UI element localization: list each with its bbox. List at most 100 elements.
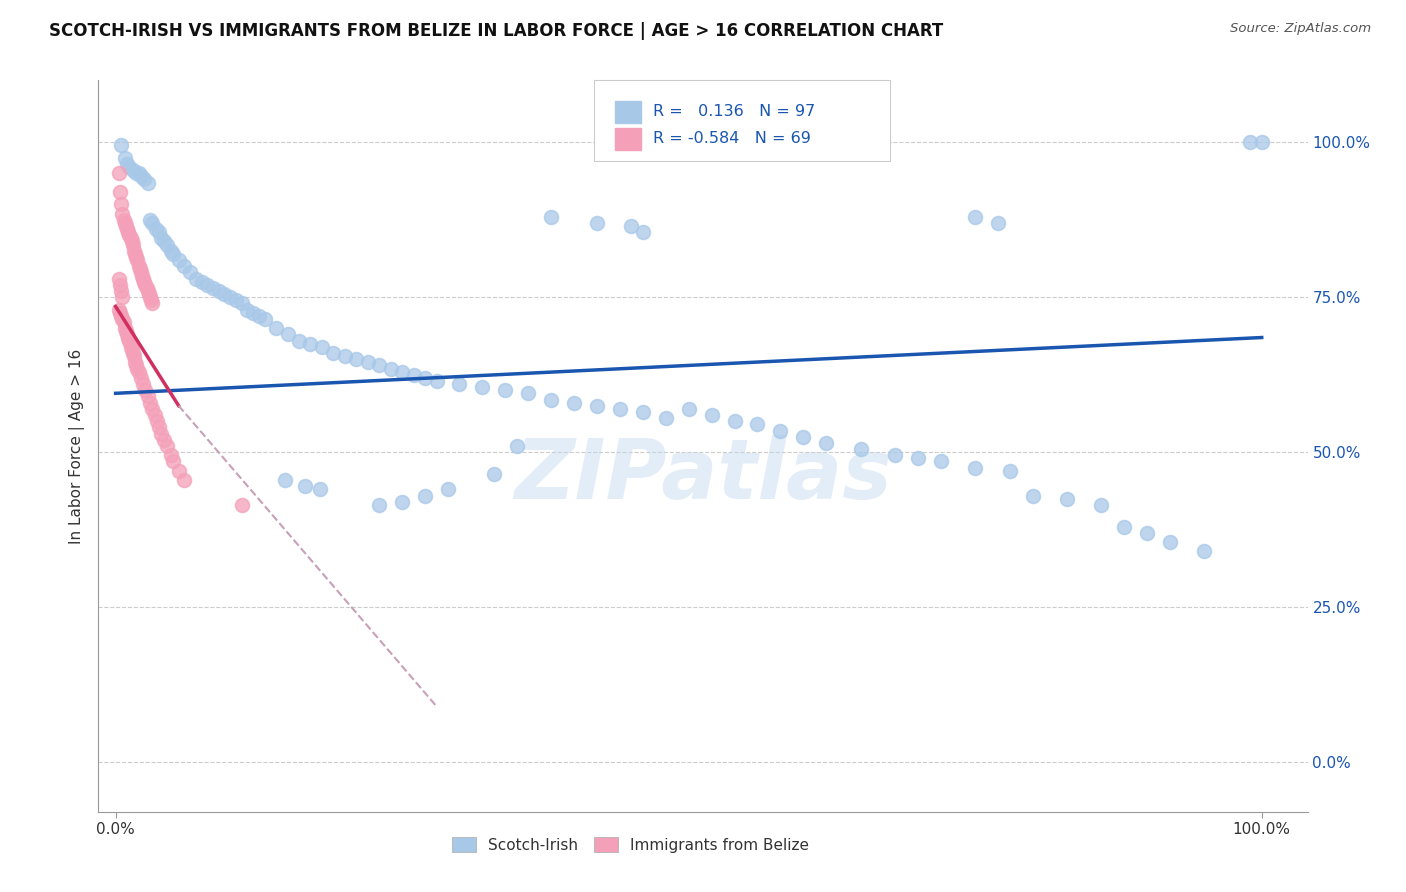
Point (156, 439, 179, 453)
Point (1194, 544, 1216, 558)
Point (264, 321, 287, 335)
Point (1090, 498, 1112, 512)
Point (152, 235, 174, 249)
Point (134, 172, 156, 186)
Point (294, 479, 316, 493)
Point (540, 210, 562, 224)
Point (655, 411, 678, 425)
Point (998, 464, 1021, 478)
Point (122, 349, 145, 363)
Point (471, 380, 494, 394)
Point (368, 359, 391, 373)
Point (111, 206, 134, 220)
Point (121, 235, 143, 249)
Point (118, 334, 141, 348)
Point (132, 377, 155, 392)
Point (631, 405, 654, 419)
Point (173, 473, 195, 487)
Point (311, 340, 333, 354)
Point (134, 383, 156, 397)
Point (449, 377, 471, 392)
Point (139, 293, 162, 308)
Point (288, 334, 311, 348)
Point (134, 275, 156, 289)
Point (357, 355, 380, 369)
Point (274, 473, 297, 487)
Point (156, 237, 179, 252)
Point (120, 231, 142, 245)
Point (219, 290, 242, 304)
Point (139, 212, 162, 227)
Point (299, 336, 322, 351)
Point (506, 439, 529, 453)
Point (146, 414, 169, 428)
Point (117, 225, 139, 239)
Point (128, 365, 150, 379)
Y-axis label: In Labor Force | Age > 16: In Labor Force | Age > 16 (69, 349, 84, 543)
Point (115, 219, 138, 233)
Point (108, 302, 131, 317)
Point (236, 302, 259, 317)
Point (609, 401, 631, 416)
Point (121, 237, 143, 252)
Point (1114, 519, 1136, 533)
Point (135, 281, 157, 295)
Point (162, 247, 184, 261)
Point (129, 371, 152, 385)
Point (128, 262, 150, 277)
Point (110, 284, 132, 298)
Point (143, 408, 166, 422)
Point (792, 430, 814, 444)
Point (929, 454, 952, 468)
Legend: Scotch-Irish, Immigrants from Belize: Scotch-Irish, Immigrants from Belize (446, 831, 815, 859)
Point (110, 197, 132, 211)
Point (111, 312, 134, 326)
Point (631, 225, 654, 239)
Point (150, 426, 173, 441)
Point (159, 448, 181, 462)
FancyBboxPatch shape (614, 128, 641, 150)
Point (139, 395, 162, 409)
Point (108, 271, 131, 285)
Point (152, 433, 174, 447)
Point (769, 424, 792, 438)
Point (322, 346, 344, 360)
Point (117, 330, 139, 344)
Point (184, 271, 207, 285)
Point (987, 216, 1010, 230)
Point (815, 436, 838, 450)
Point (1239, 135, 1261, 149)
Point (127, 361, 149, 376)
Point (115, 157, 138, 171)
Point (108, 306, 131, 320)
Point (132, 271, 155, 285)
Point (849, 442, 872, 456)
Point (586, 399, 609, 413)
Point (1250, 135, 1272, 149)
Point (138, 287, 160, 301)
Text: R = -0.584   N = 69: R = -0.584 N = 69 (654, 131, 811, 146)
Point (148, 225, 170, 239)
Point (747, 417, 769, 432)
Point (108, 185, 131, 199)
Point (128, 166, 150, 180)
Point (127, 253, 149, 268)
Point (129, 265, 152, 279)
Point (540, 392, 562, 407)
Point (121, 163, 143, 178)
Point (129, 169, 152, 184)
Point (131, 268, 153, 283)
Point (112, 212, 135, 227)
Point (134, 277, 156, 292)
Point (111, 290, 134, 304)
Point (517, 386, 540, 401)
Point (108, 277, 131, 292)
Point (308, 483, 330, 497)
Point (231, 296, 253, 310)
Point (121, 343, 143, 357)
Point (277, 327, 299, 342)
Text: R =   0.136   N = 97: R = 0.136 N = 97 (654, 104, 815, 120)
Point (380, 361, 402, 376)
Point (125, 250, 148, 264)
Point (723, 414, 745, 428)
